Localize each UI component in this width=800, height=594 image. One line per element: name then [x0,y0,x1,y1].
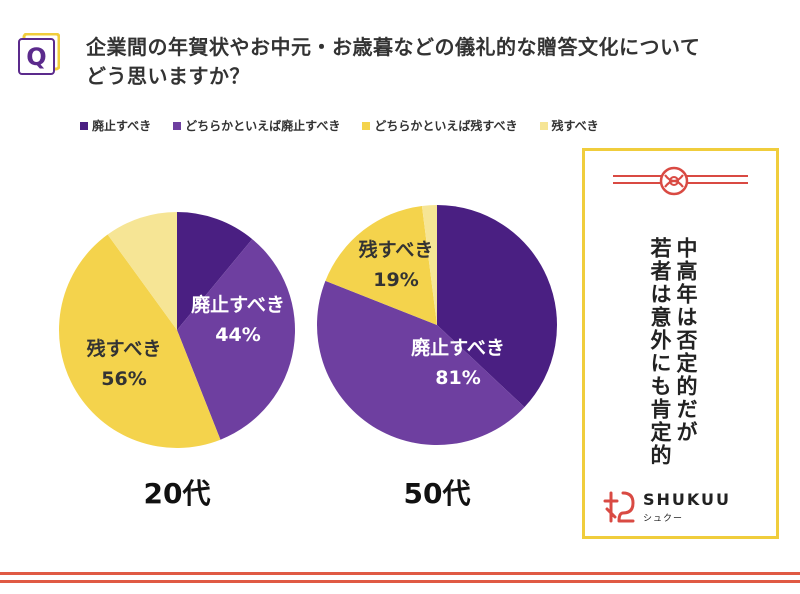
shukuu-brand-name: SHUKUU [643,490,732,509]
pie-charts: 廃止すべき 44% 残すべき 56% 20代 廃止すべき 81% 残すべき 19% 50代 [59,205,558,510]
legend-swatch-rather-keep [362,121,371,130]
pie-1-title: 50代 [404,477,471,510]
legend-swatch-rather-abolish [173,121,182,130]
legend-label-rather-abolish: どちらかといえば廃止すべき [185,119,341,133]
legend-label-keep: 残すべき [551,119,599,133]
question-badge-icon: Q [18,33,60,75]
pie-1-group-label-0: 廃止すべき [411,336,505,359]
pie-0-slice-1 [177,239,295,440]
pie-0-group-value-1: 56% [101,368,146,390]
legend: 廃止すべき どちらかといえば廃止すべき どちらかといえば残すべき 残すべき [80,117,621,134]
pie-1-slice-0 [437,205,558,408]
pie-1-group-value-0: 81% [435,367,480,389]
pie-1-group-value-1: 19% [373,269,418,291]
card-message-line1: 中高年は否定的だが [674,237,698,444]
pie-0-group-label-1: 残すべき [87,337,162,360]
legend-item-rather-abolish: どちらかといえば廃止すべき [173,117,340,134]
shukuu-brand-kana: シュクー [643,514,684,524]
pie-0-group-value-0: 44% [215,324,260,346]
question-title-line1: 企業間の年賀状やお中元・お歳暮などの儀礼的な贈答文化について [86,35,701,59]
shukuu-logo-mark-icon [603,491,635,523]
pie-1-group-label-1: 残すべき [359,238,434,261]
pie-0-slice-2 [59,234,221,448]
pie-0-title: 20代 [144,477,211,510]
legend-label-abolish: 廃止すべき [92,119,152,133]
pie-0-slice-3 [107,212,177,330]
footer-line-bottom [0,580,800,583]
legend-swatch-keep [539,121,548,130]
card-message-line2: 若者は意外にも肯定的 [648,237,672,467]
question-title: 企業間の年賀状やお中元・お歳暮などの儀礼的な贈答文化について どう思いますか？ [86,33,700,91]
pie-0-slice-0 [177,212,253,330]
question-title-line2: どう思いますか？ [86,64,250,88]
mizuhiki-knot-icon [659,166,689,196]
pie-1-slice-2 [325,205,437,325]
legend-item-rather-keep: どちらかといえば残すべき [362,117,518,134]
pie-1-slice-1 [316,280,525,446]
summary-card: 中高年は否定的だが 若者は意外にも肯定的 SHUKUU シュクー [582,148,779,539]
legend-swatch-abolish [80,121,88,130]
pie-0-group-label-0: 廃止すべき [191,293,285,316]
legend-item-keep: 残すべき [539,117,599,134]
legend-item-abolish: 廃止すべき [80,117,151,134]
legend-label-rather-keep: どちらかといえば残すべき [374,119,518,133]
pie-1-slice-3 [421,205,437,325]
shukuu-logo: SHUKUU シュクー [603,487,763,527]
footer-line-top [0,572,800,575]
question-badge-letter: Q [26,43,46,71]
